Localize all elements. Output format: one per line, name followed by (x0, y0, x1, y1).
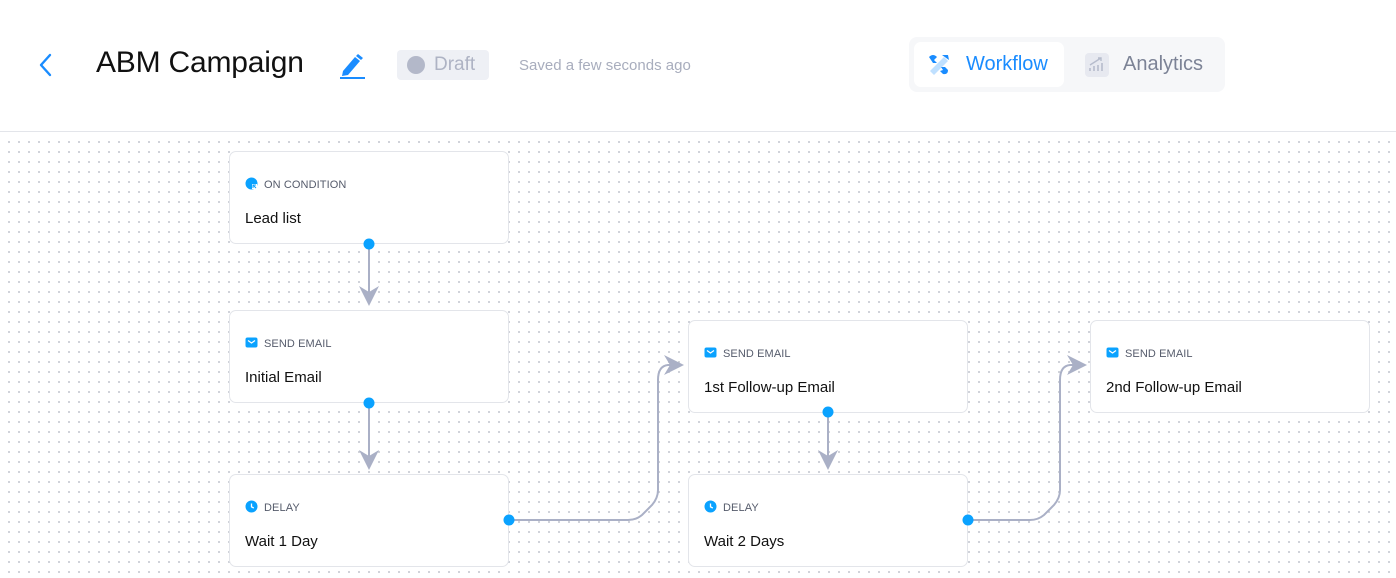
clock-icon (245, 500, 258, 516)
node-type: SEND EMAIL (245, 336, 332, 352)
node-name: Initial Email (245, 369, 322, 386)
tab-analytics-label: Analytics (1123, 53, 1204, 75)
tab-analytics[interactable]: Analytics (1085, 42, 1203, 87)
status-dot-icon (407, 56, 425, 74)
email-icon (1106, 346, 1119, 362)
node-name: Wait 1 Day (245, 533, 318, 550)
workflow-icon (929, 54, 949, 75)
workflow-node[interactable]: ON CONDITION Lead list (229, 151, 509, 244)
tab-workflow-label: Workflow (966, 53, 1048, 75)
workflow-node[interactable]: DELAY Wait 2 Days (688, 474, 968, 567)
workflow-node[interactable]: SEND EMAIL Initial Email (229, 310, 509, 403)
email-icon (245, 336, 258, 352)
workflow-node[interactable]: DELAY Wait 1 Day (229, 474, 509, 567)
node-type-label: DELAY (723, 502, 759, 514)
saved-status: Saved a few seconds ago (519, 57, 691, 74)
node-type-label: SEND EMAIL (1125, 348, 1193, 360)
header: ABM Campaign Draft Saved a few seconds a… (0, 0, 1396, 132)
node-name: 1st Follow-up Email (704, 379, 835, 396)
view-tabs: Workflow Analytics (909, 37, 1225, 92)
workflow-node[interactable]: SEND EMAIL 1st Follow-up Email (688, 320, 968, 413)
node-type: DELAY (245, 500, 300, 516)
tab-workflow[interactable]: Workflow (914, 42, 1064, 87)
status-text: Draft (434, 54, 476, 75)
node-type-label: ON CONDITION (264, 179, 347, 191)
node-type: SEND EMAIL (1106, 346, 1193, 362)
workflow-node[interactable]: SEND EMAIL 2nd Follow-up Email (1090, 320, 1370, 413)
node-name: Lead list (245, 210, 301, 227)
edit-pencil-icon[interactable] (338, 51, 366, 79)
clock-icon (704, 500, 717, 516)
status-badge: Draft (397, 50, 489, 80)
page-title: ABM Campaign (96, 46, 304, 79)
node-type: SEND EMAIL (704, 346, 791, 362)
email-icon (704, 346, 717, 362)
condition-icon (245, 177, 258, 193)
node-type: DELAY (704, 500, 759, 516)
analytics-icon (1085, 52, 1109, 77)
back-chevron-icon[interactable] (34, 52, 58, 78)
node-type-label: DELAY (264, 502, 300, 514)
node-name: 2nd Follow-up Email (1106, 379, 1242, 396)
node-type: ON CONDITION (245, 177, 346, 193)
node-type-label: SEND EMAIL (723, 348, 791, 360)
node-name: Wait 2 Days (704, 533, 785, 550)
node-type-label: SEND EMAIL (264, 338, 332, 350)
